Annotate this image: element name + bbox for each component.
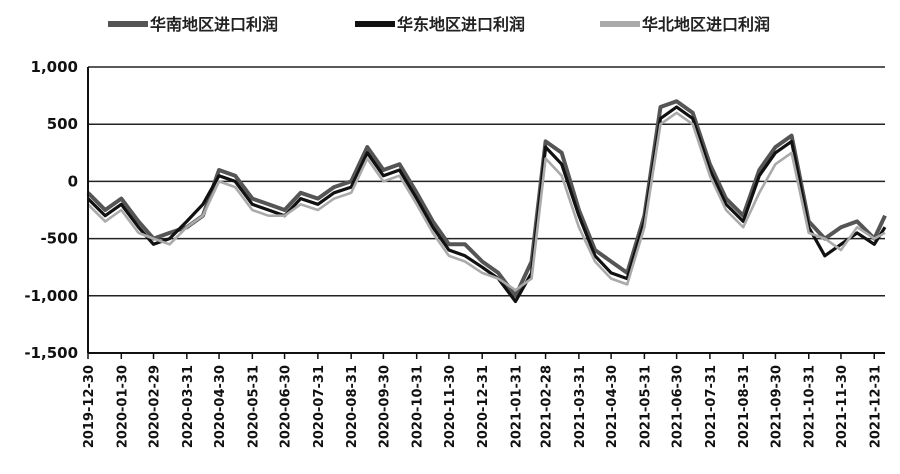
x-tick-label: 2021-06-30 [671, 365, 686, 448]
y-tick-label: 1,000 [31, 58, 78, 76]
x-tick-label: 2020-07-31 [312, 365, 327, 448]
x-tick-label: 2021-07-31 [704, 365, 719, 448]
x-tick-label: 2020-12-31 [476, 365, 491, 448]
x-tick-label: 2021-01-31 [510, 365, 525, 448]
x-tick-label: 2021-09-30 [769, 365, 784, 448]
x-tick-label: 2020-06-30 [279, 365, 294, 448]
x-axis-ticks: 2019-12-30 2020-01-30 2020-02-29 2020-03-31… [82, 353, 883, 448]
x-tick-label: 2021-10-31 [803, 365, 818, 448]
x-tick-label: 2020-09-30 [377, 365, 392, 448]
x-tick-label: 2020-05-31 [246, 365, 261, 448]
series-line [86, 105, 887, 304]
legend-label-east: 华东地区进口利润 [397, 15, 525, 34]
x-tick-label: 2020-10-31 [411, 365, 426, 448]
legend-entry-north: 华北地区进口利润 [600, 15, 770, 34]
x-tick-label: 2021-04-30 [605, 365, 620, 448]
legend: 华南地区进口利润 华东地区进口利润 华北地区进口利润 [108, 15, 770, 34]
x-tick-label: 2020-11-30 [443, 365, 458, 448]
x-tick-label: 2020-01-30 [115, 365, 130, 448]
legend-label-north: 华北地区进口利润 [642, 15, 770, 34]
x-tick-label: 2020-02-29 [148, 365, 163, 448]
x-tick-label: 2021-11-30 [835, 365, 850, 448]
x-tick-label: 2021-05-31 [638, 365, 653, 448]
x-tick-label: 2021-02-28 [540, 365, 555, 448]
x-tick-label: 2021-12-31 [868, 365, 883, 448]
y-tick-label: -500 [40, 230, 78, 248]
x-tick-label: 2021-03-31 [573, 365, 588, 448]
y-tick-label: 500 [47, 115, 78, 133]
y-tick-label: 0 [68, 172, 78, 190]
legend-label-south: 华南地区进口利润 [150, 15, 278, 34]
x-tick-label: 2021-08-31 [737, 365, 752, 448]
series-line [86, 99, 887, 298]
series-lines [86, 99, 887, 304]
y-tick-label: -1,500 [24, 344, 78, 362]
y-tick-label: -1,000 [24, 287, 78, 305]
x-tick-label: 2020-03-31 [181, 365, 196, 448]
x-tick-label: 2020-04-30 [213, 365, 228, 448]
legend-entry-east: 华东地区进口利润 [355, 15, 525, 34]
x-tick-label: 2019-12-30 [82, 365, 97, 448]
x-tick-label: 2020-08-31 [345, 365, 360, 448]
y-axis-ticks: 1,000 500 0 -500 -1,000 -1,500 [24, 58, 78, 362]
legend-entry-south: 华南地区进口利润 [108, 15, 278, 34]
series-line [87, 111, 886, 292]
